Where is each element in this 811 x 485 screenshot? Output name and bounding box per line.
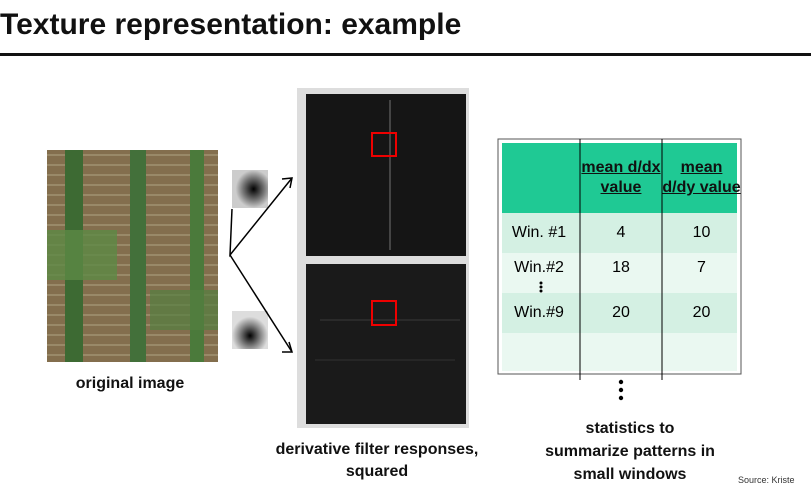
table-cell: 18: [612, 259, 630, 276]
table-cell: 7: [697, 259, 706, 276]
table-shapes: [497, 138, 742, 401]
table-cell: 4: [616, 224, 626, 241]
title-rule: [0, 53, 811, 56]
caption: statistics to: [585, 420, 675, 437]
caption: squared: [345, 463, 409, 480]
table-cell: 10: [692, 224, 711, 241]
source-note: Source: Kriste: [738, 475, 795, 485]
slide-title: Texture representation: example: [0, 8, 462, 41]
table-cell: 20: [612, 304, 630, 321]
arrows: [229, 177, 294, 353]
caption: summarize patterns in: [545, 443, 715, 460]
row-label: Win.#9: [514, 304, 564, 321]
filter-icons: [232, 170, 268, 349]
filter-responses: [297, 88, 469, 428]
original-image: [47, 150, 218, 362]
caption: derivative filter responses,: [275, 441, 479, 458]
caption: small windows: [573, 466, 687, 483]
caption: original image: [75, 375, 185, 392]
column-header: mean d/dx value: [581, 159, 661, 196]
table-cell: 20: [692, 304, 711, 321]
column-header: mean d/dy value: [662, 159, 741, 196]
row-label: Win. #1: [511, 224, 567, 241]
row-label: Win.#2: [514, 259, 564, 276]
